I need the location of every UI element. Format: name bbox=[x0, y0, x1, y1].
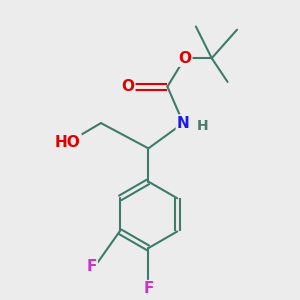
Text: O: O bbox=[121, 79, 134, 94]
Text: H: H bbox=[196, 119, 208, 133]
Text: O: O bbox=[178, 51, 191, 66]
Text: F: F bbox=[86, 259, 97, 274]
Text: N: N bbox=[177, 116, 190, 130]
Text: HO: HO bbox=[55, 135, 81, 150]
Text: F: F bbox=[143, 281, 154, 296]
